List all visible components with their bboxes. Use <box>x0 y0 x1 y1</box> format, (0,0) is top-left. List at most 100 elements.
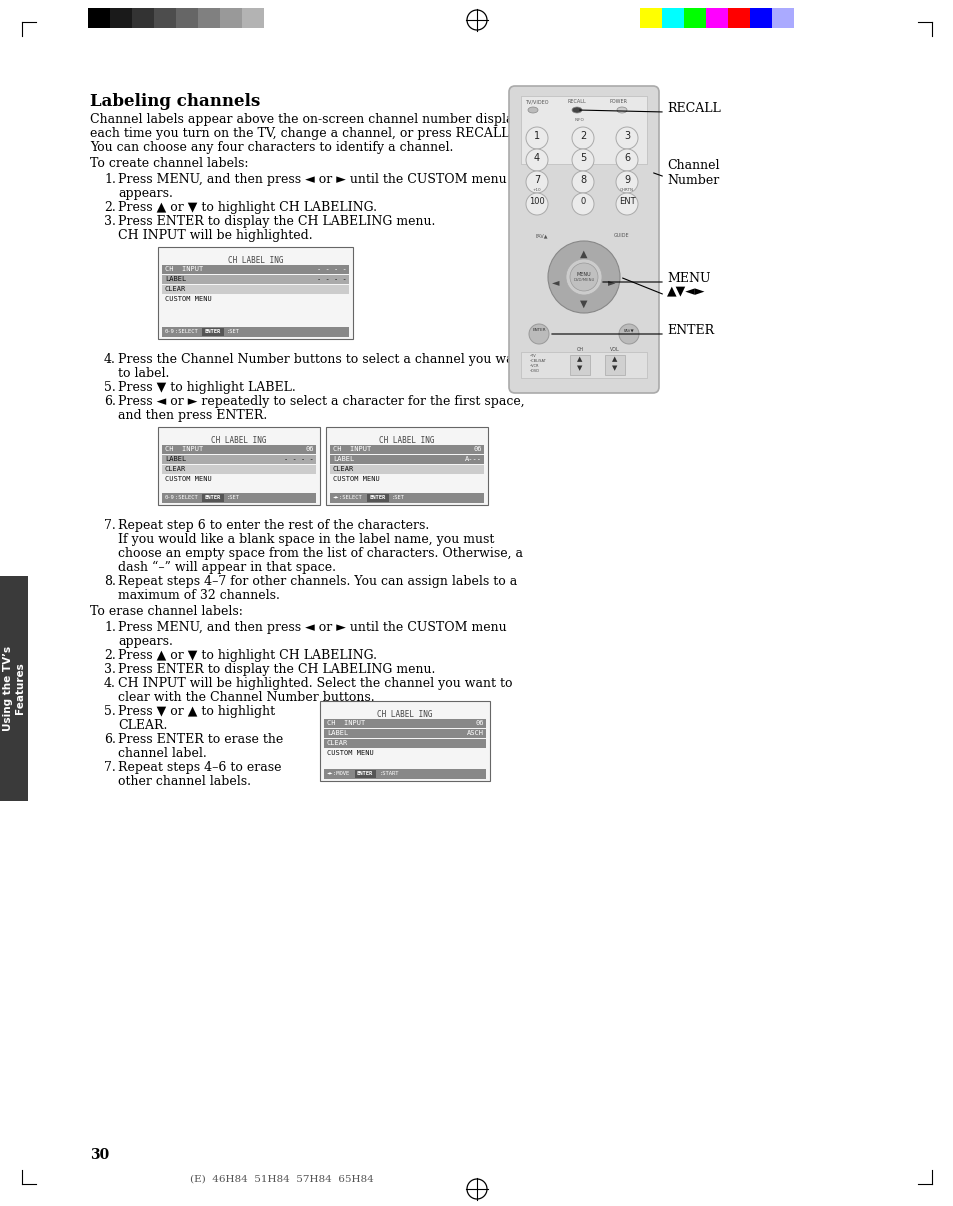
Text: ►: ► <box>608 277 615 287</box>
Text: 06: 06 <box>305 446 314 452</box>
Text: 6: 6 <box>623 153 629 163</box>
Text: CH  INPUT: CH INPUT <box>165 446 203 452</box>
Bar <box>162 493 315 503</box>
Text: dash “–” will appear in that space.: dash “–” will appear in that space. <box>118 561 335 574</box>
Text: You can choose any four characters to identify a channel.: You can choose any four characters to id… <box>90 141 453 154</box>
Text: to label.: to label. <box>118 367 170 380</box>
Bar <box>319 701 490 781</box>
Circle shape <box>565 259 601 295</box>
Text: :SELECT: :SELECT <box>339 494 368 500</box>
Text: 9: 9 <box>623 175 629 185</box>
Circle shape <box>525 127 547 150</box>
Text: ENTER: ENTER <box>356 771 373 775</box>
FancyBboxPatch shape <box>509 86 659 393</box>
Text: INFO: INFO <box>575 118 584 122</box>
Bar <box>162 466 315 474</box>
Text: To create channel labels:: To create channel labels: <box>90 157 248 170</box>
Text: 2.: 2. <box>104 201 115 213</box>
Text: appears.: appears. <box>118 636 172 648</box>
Text: Press ▲ or ▼ to highlight CH LABELING.: Press ▲ or ▼ to highlight CH LABELING. <box>118 201 376 213</box>
Bar <box>330 445 483 453</box>
Text: 2: 2 <box>579 131 585 141</box>
Bar <box>464 8 489 33</box>
Text: CLEAR: CLEAR <box>165 286 186 292</box>
Circle shape <box>572 171 594 193</box>
Text: If you would like a blank space in the label name, you must: If you would like a blank space in the l… <box>118 533 494 546</box>
Text: 2.: 2. <box>104 649 115 662</box>
Text: :SELECT: :SELECT <box>174 494 204 500</box>
Text: ENTER: ENTER <box>369 494 385 500</box>
Circle shape <box>572 150 594 171</box>
Text: 7.: 7. <box>104 761 115 774</box>
Bar <box>683 8 705 28</box>
Bar <box>793 8 815 28</box>
Bar <box>330 455 483 464</box>
Text: Press MENU, and then press ◄ or ► until the CUSTOM menu: Press MENU, and then press ◄ or ► until … <box>118 172 506 186</box>
Text: VOL: VOL <box>610 347 619 352</box>
Bar <box>604 355 624 375</box>
Bar <box>175 8 198 28</box>
Text: 6.: 6. <box>104 396 115 408</box>
Bar <box>324 728 485 738</box>
Bar <box>158 427 319 505</box>
Text: maximum of 32 channels.: maximum of 32 channels. <box>118 589 279 602</box>
Text: and then press ENTER.: and then press ENTER. <box>118 409 267 422</box>
Text: •TV
•CBL/SAT
•VCR
•DVD: •TV •CBL/SAT •VCR •DVD <box>529 355 545 373</box>
Bar <box>330 466 483 474</box>
Text: 4.: 4. <box>104 353 115 365</box>
Text: 8.: 8. <box>104 575 115 589</box>
Text: 1.: 1. <box>104 172 115 186</box>
Text: CUSTOM MENU: CUSTOM MENU <box>165 476 212 482</box>
Text: clear with the Channel Number buttons.: clear with the Channel Number buttons. <box>118 691 375 704</box>
Text: RECALL: RECALL <box>567 99 586 104</box>
Text: 1: 1 <box>534 131 539 141</box>
Text: Press ENTER to erase the: Press ENTER to erase the <box>118 733 283 747</box>
Text: CHRTN: CHRTN <box>619 188 634 192</box>
Bar <box>330 493 483 503</box>
Text: CH LABEL ING: CH LABEL ING <box>228 256 283 265</box>
Bar <box>324 769 485 779</box>
Text: 30: 30 <box>90 1148 110 1163</box>
Bar <box>132 8 153 28</box>
Bar <box>158 247 353 339</box>
Bar <box>162 327 349 336</box>
Text: CH LABEL ING: CH LABEL ING <box>376 710 433 719</box>
Text: ▲▼◄►: ▲▼◄► <box>666 285 705 298</box>
Bar <box>355 769 375 778</box>
Text: CLEAR: CLEAR <box>165 466 186 472</box>
Bar <box>771 8 793 28</box>
Text: 3: 3 <box>623 131 629 141</box>
Bar <box>202 494 224 502</box>
Text: ENTER: ENTER <box>532 328 545 332</box>
Text: :SET: :SET <box>227 329 239 334</box>
Text: CH  INPUT: CH INPUT <box>165 267 203 273</box>
Text: ◄►: ◄► <box>327 771 334 775</box>
Text: MENU: MENU <box>576 273 591 277</box>
Bar <box>88 8 110 28</box>
Text: :SET: :SET <box>392 494 404 500</box>
Text: CH INPUT will be highlighted. Select the channel you want to: CH INPUT will be highlighted. Select the… <box>118 677 512 690</box>
Text: MENU: MENU <box>666 271 710 285</box>
Circle shape <box>572 193 594 215</box>
Circle shape <box>616 171 638 193</box>
Bar <box>661 8 683 28</box>
Bar <box>367 494 388 502</box>
Text: appears.: appears. <box>118 187 172 200</box>
Text: channel label.: channel label. <box>118 747 207 760</box>
Bar <box>162 285 349 294</box>
Circle shape <box>525 171 547 193</box>
Text: choose an empty space from the list of characters. Otherwise, a: choose an empty space from the list of c… <box>118 548 522 560</box>
Text: each time you turn on the TV, change a channel, or press RECALL.: each time you turn on the TV, change a c… <box>90 127 513 140</box>
Text: 4: 4 <box>534 153 539 163</box>
Text: ASCH: ASCH <box>467 730 483 736</box>
Bar <box>162 265 349 274</box>
Text: Using the TV’s
Features: Using the TV’s Features <box>3 646 25 731</box>
Text: 1.: 1. <box>104 621 115 634</box>
Text: (E)  46H84  51H84  57H84  65H84: (E) 46H84 51H84 57H84 65H84 <box>190 1175 374 1184</box>
Text: ▲: ▲ <box>579 248 587 259</box>
Text: CH  INPUT: CH INPUT <box>327 720 365 726</box>
Text: - - - -: - - - - <box>284 456 314 462</box>
Text: CUSTOM MENU: CUSTOM MENU <box>165 295 212 302</box>
Text: Repeat step 6 to enter the rest of the characters.: Repeat step 6 to enter the rest of the c… <box>118 519 429 532</box>
Text: 5.: 5. <box>104 706 115 718</box>
